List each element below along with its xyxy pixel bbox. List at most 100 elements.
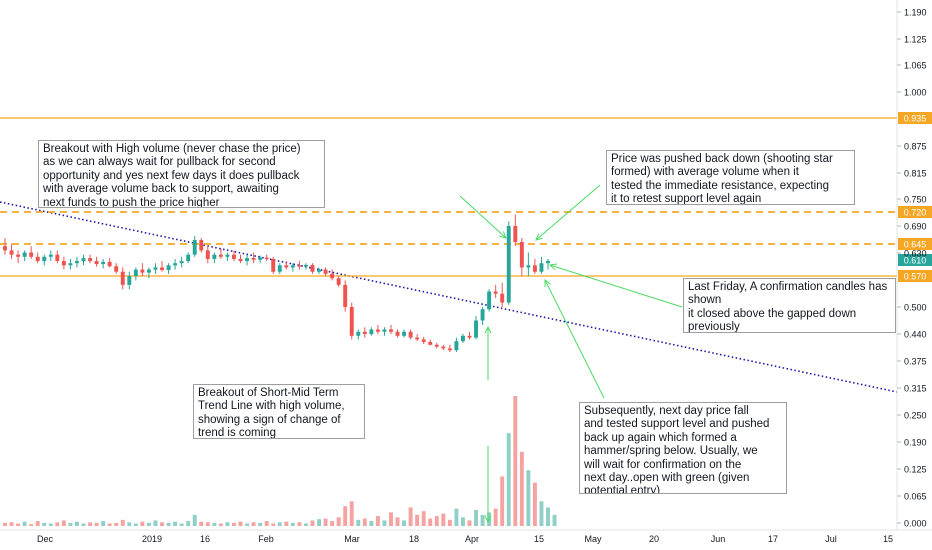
- candle-body[interactable]: [402, 331, 407, 336]
- candle-body[interactable]: [532, 265, 537, 272]
- candle-body[interactable]: [120, 271, 125, 285]
- candle-body[interactable]: [48, 254, 53, 257]
- candle-body[interactable]: [441, 346, 446, 349]
- volume-bar: [408, 507, 413, 526]
- volume-bar: [55, 522, 60, 526]
- candle-body[interactable]: [258, 257, 263, 260]
- candle-body[interactable]: [389, 329, 393, 332]
- candle-body[interactable]: [192, 240, 197, 255]
- candle-body[interactable]: [290, 265, 295, 268]
- candle-body[interactable]: [101, 261, 106, 265]
- candle-body[interactable]: [173, 263, 178, 266]
- candle-body[interactable]: [264, 257, 269, 259]
- candle-body[interactable]: [434, 344, 439, 347]
- candle-body[interactable]: [467, 335, 472, 338]
- trendline[interactable]: [0, 201, 898, 393]
- candle-body[interactable]: [179, 261, 184, 264]
- candle-body[interactable]: [81, 258, 86, 262]
- candle-body[interactable]: [61, 261, 66, 266]
- candle-body[interactable]: [421, 339, 426, 342]
- candle-body[interactable]: [153, 267, 158, 270]
- candle-body[interactable]: [218, 254, 223, 257]
- candle-body[interactable]: [487, 291, 492, 310]
- candle-body[interactable]: [460, 335, 465, 342]
- candle-body[interactable]: [343, 284, 348, 307]
- volume-bar: [75, 521, 79, 526]
- candle-body[interactable]: [199, 240, 204, 251]
- volume-bar: [48, 523, 53, 526]
- candle-body[interactable]: [480, 309, 485, 321]
- candle-body[interactable]: [107, 261, 112, 267]
- candle-body[interactable]: [526, 265, 531, 268]
- candle-body[interactable]: [362, 331, 367, 334]
- candle-body[interactable]: [428, 341, 433, 345]
- candle-body[interactable]: [408, 331, 413, 338]
- candle-body[interactable]: [75, 261, 79, 264]
- candle-body[interactable]: [277, 265, 282, 272]
- candle-body[interactable]: [303, 264, 308, 267]
- candle-body[interactable]: [336, 278, 341, 285]
- candle-body[interactable]: [68, 263, 73, 266]
- candle-body[interactable]: [474, 320, 478, 338]
- candle-body[interactable]: [349, 307, 354, 336]
- candle-body[interactable]: [133, 269, 138, 276]
- candle-body[interactable]: [127, 276, 132, 285]
- candle-body[interactable]: [232, 254, 236, 259]
- candle-body[interactable]: [415, 337, 420, 340]
- candle-body[interactable]: [94, 261, 99, 265]
- annotation-shooting-star[interactable]: Price was pushed back down (shooting sta…: [606, 150, 855, 205]
- candle-body[interactable]: [297, 265, 302, 267]
- candle-body[interactable]: [284, 265, 289, 268]
- candle-body[interactable]: [317, 269, 321, 272]
- candle-body[interactable]: [546, 261, 550, 264]
- candle-body[interactable]: [395, 331, 400, 336]
- candle-body[interactable]: [88, 258, 93, 262]
- candle-body[interactable]: [3, 246, 7, 251]
- candle-body[interactable]: [205, 250, 210, 259]
- candle-body[interactable]: [245, 258, 250, 262]
- candle-body[interactable]: [506, 226, 511, 303]
- level-price-tag: [898, 238, 932, 250]
- candle-body[interactable]: [114, 266, 119, 272]
- candle-body[interactable]: [42, 256, 47, 262]
- candle-body[interactable]: [166, 265, 171, 271]
- candle-body[interactable]: [29, 252, 34, 257]
- candle-body[interactable]: [330, 273, 335, 279]
- candle-body[interactable]: [447, 348, 452, 351]
- annotation-hammer-spring[interactable]: Subsequently, next day price fall and te…: [579, 402, 787, 494]
- candle-body[interactable]: [16, 254, 21, 257]
- candle-body[interactable]: [519, 242, 524, 268]
- candle-body[interactable]: [9, 250, 14, 255]
- candle-body[interactable]: [212, 254, 217, 259]
- candle-body[interactable]: [375, 329, 380, 332]
- candle-body[interactable]: [186, 254, 191, 262]
- price-tick-label: 0.125: [904, 465, 927, 475]
- annotation-last-friday[interactable]: Last Friday, A confirmation candles has …: [683, 278, 896, 333]
- candle-body[interactable]: [140, 269, 145, 273]
- annotation-trendline-breakout[interactable]: Breakout of Short-Mid Term Trend Line wi…: [193, 384, 365, 439]
- candle-body[interactable]: [500, 293, 505, 303]
- annotation-breakout-high-volume[interactable]: Breakout with High volume (never chase t…: [38, 140, 325, 208]
- candle-body[interactable]: [22, 252, 27, 257]
- candle-body[interactable]: [539, 263, 544, 272]
- level-price-tag: [898, 206, 932, 218]
- candle-body[interactable]: [310, 264, 315, 272]
- candle-body[interactable]: [271, 258, 276, 272]
- candle-body[interactable]: [146, 269, 151, 273]
- time-tick-label: Apr: [465, 534, 479, 544]
- candle-body[interactable]: [35, 256, 40, 262]
- candle-body[interactable]: [251, 258, 256, 260]
- candle-body[interactable]: [454, 341, 459, 351]
- candle-body[interactable]: [382, 329, 387, 332]
- candle-body[interactable]: [238, 258, 243, 262]
- candle-body[interactable]: [160, 267, 164, 271]
- candle-body[interactable]: [225, 254, 230, 257]
- candle-body[interactable]: [493, 291, 498, 294]
- candle-body[interactable]: [513, 226, 518, 242]
- volume-bar: [42, 522, 47, 526]
- candle-body[interactable]: [55, 254, 60, 262]
- candle-body[interactable]: [323, 269, 328, 274]
- candle-body[interactable]: [356, 331, 361, 336]
- candle-body[interactable]: [369, 329, 374, 335]
